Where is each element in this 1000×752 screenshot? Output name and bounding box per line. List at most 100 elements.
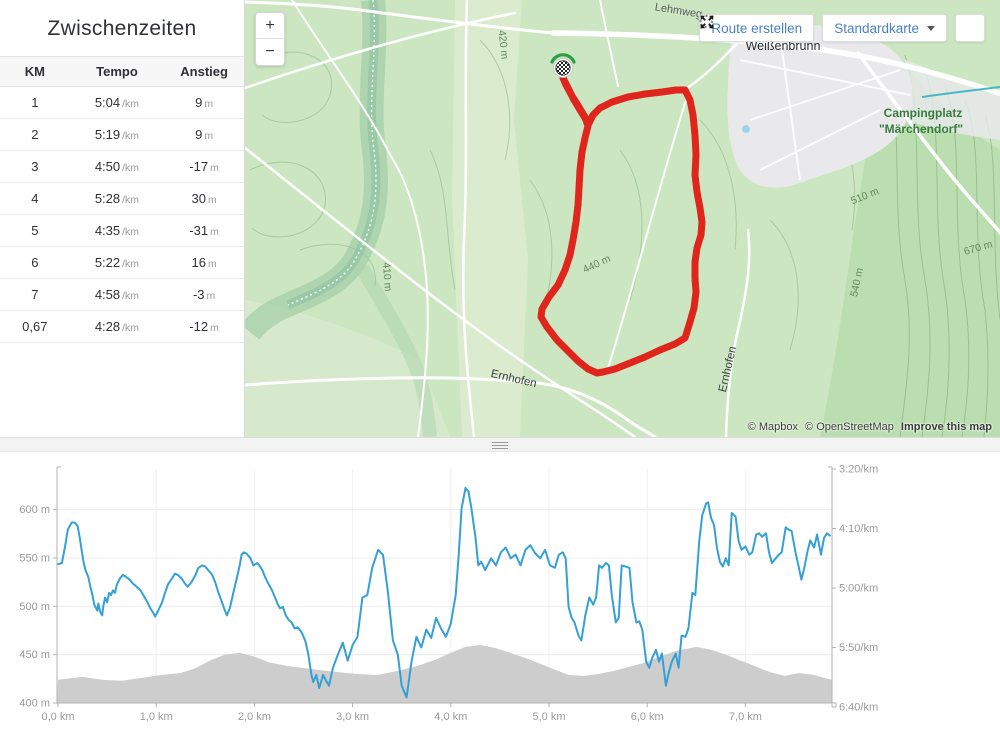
pace-tick-label: 5:50/km xyxy=(839,642,878,654)
mapbox-attribution-link[interactable]: © Mapbox xyxy=(747,421,798,433)
pace-tick-label: 3:20/km xyxy=(839,464,878,476)
split-tempo: 4:35/km xyxy=(69,214,165,247)
chart-canvas: 600 m 550 m 500 m 450 m 400 m 3:20/km 4:10/km 5… xyxy=(19,464,878,724)
elevation-tick-label: 600 m xyxy=(19,504,50,516)
elevation-tick-label: 400 m xyxy=(19,698,50,710)
anstieg-unit: m xyxy=(207,194,217,206)
map-label: 420 m xyxy=(495,30,510,61)
split-km: 2 xyxy=(0,118,70,151)
tempo-unit: /km xyxy=(122,258,140,270)
fullscreen-icon xyxy=(700,15,714,29)
split-anstieg: -17 m xyxy=(164,150,244,183)
elevation-tick-label: 550 m xyxy=(19,552,50,564)
split-tempo: 5:19/km xyxy=(69,118,165,151)
table-row[interactable]: 0,67 4:28/km -12 m xyxy=(0,310,244,343)
split-tempo: 5:22/km xyxy=(69,246,165,279)
map-label: 540 m xyxy=(848,267,866,298)
split-km: 4 xyxy=(0,182,70,215)
split-tempo: 4:50/km xyxy=(69,150,165,183)
map-layer-dropdown[interactable]: Standardkarte xyxy=(822,14,947,42)
map-terrain xyxy=(245,0,1000,437)
tempo-unit: /km xyxy=(122,290,140,302)
split-tempo: 4:28/km xyxy=(69,310,165,343)
map-label: 410 m xyxy=(380,262,394,292)
splits-table: KM Tempo Anstieg 1 5:04/km 9 m 2 5:19/km 9 m 3 4:… xyxy=(0,56,244,343)
anstieg-unit: m xyxy=(207,258,217,270)
elevation-tick-label: 450 m xyxy=(19,649,50,661)
pace-line xyxy=(57,487,831,699)
distance-tick-label: 7,0 km xyxy=(729,711,762,723)
map-zoom-control: + − xyxy=(255,12,285,66)
split-anstieg: -3 m xyxy=(164,278,244,311)
create-route-label: Route erstellen xyxy=(711,20,803,36)
elevation-tick-label: 500 m xyxy=(19,601,50,613)
distance-tick-label: 5,0 km xyxy=(532,711,565,723)
split-km: 0,67 xyxy=(0,310,70,343)
distance-tick-label: 1,0 km xyxy=(140,711,173,723)
chart-axis-labels: 600 m 550 m 500 m 450 m 400 m 3:20/km 4:10/km 5… xyxy=(19,464,878,724)
split-km: 3 xyxy=(0,150,70,183)
tempo-unit: /km xyxy=(122,194,140,206)
split-km: 5 xyxy=(0,214,70,247)
map-label: Weißenbrunn xyxy=(746,39,821,53)
distance-tick-label: 3,0 km xyxy=(336,711,369,723)
split-km: 1 xyxy=(0,86,70,119)
table-row[interactable]: 7 4:58/km -3 m xyxy=(0,278,244,311)
tempo-unit: /km xyxy=(122,226,140,238)
map-attribution: © Mapbox © OpenStreetMap Improve this ma… xyxy=(744,421,992,433)
split-km: 7 xyxy=(0,278,70,311)
tempo-unit: /km xyxy=(122,322,140,334)
create-route-button[interactable]: Route erstellen xyxy=(699,14,815,42)
table-row[interactable]: 3 4:50/km -17 m xyxy=(0,150,244,183)
split-anstieg: 30 m xyxy=(164,182,244,215)
start-finish-marker[interactable] xyxy=(550,53,576,78)
chevron-down-icon xyxy=(927,25,935,31)
split-tempo: 5:28/km xyxy=(69,182,165,215)
split-anstieg: -31 m xyxy=(164,214,244,247)
splits-panel: Zwischenzeiten KM Tempo Anstieg 1 5:04/km… xyxy=(0,0,245,437)
map-canvas: LehmwegWeißenbrunnCampingplatz"Märchendo… xyxy=(245,0,1000,437)
chart-axes xyxy=(56,466,837,707)
grip-icon xyxy=(492,442,508,449)
anstieg-unit: m xyxy=(204,130,214,142)
pace-tick-label: 5:00/km xyxy=(839,583,878,595)
table-row[interactable]: 1 5:04/km 9 m xyxy=(0,86,244,119)
distance-tick-label: 6,0 km xyxy=(631,711,664,723)
table-row[interactable]: 6 5:22/km 16 m xyxy=(0,246,244,279)
table-row[interactable]: 5 4:35/km -31 m xyxy=(0,214,244,247)
anstieg-unit: m xyxy=(204,98,214,110)
activity-route-line xyxy=(537,74,706,377)
splits-header-row: KM Tempo Anstieg xyxy=(0,56,244,87)
tempo-unit: /km xyxy=(122,98,140,110)
panel-resize-handle[interactable] xyxy=(0,437,1000,452)
column-header-km: KM xyxy=(0,56,70,87)
anstieg-unit: m xyxy=(206,290,216,302)
map-layer-label: Standardkarte xyxy=(834,20,919,36)
elevation-area xyxy=(57,645,832,703)
pace-tick-label: 6:40/km xyxy=(839,702,878,714)
zoom-in-button[interactable]: + xyxy=(256,13,284,39)
split-anstieg: 16 m xyxy=(164,246,244,279)
osm-attribution-link[interactable]: © OpenStreetMap xyxy=(805,421,894,433)
anstieg-unit: m xyxy=(210,322,219,334)
table-row[interactable]: 2 5:19/km 9 m xyxy=(0,118,244,151)
split-tempo: 5:04/km xyxy=(69,86,165,119)
map-label: "Märchendorf" xyxy=(879,122,963,136)
anstieg-unit: m xyxy=(210,226,219,238)
distance-tick-label: 2,0 km xyxy=(238,711,271,723)
map-container[interactable]: Lehmweg Weißenbrunn Campingplatz "Märchendo… xyxy=(245,0,1000,437)
split-km: 6 xyxy=(0,246,70,279)
column-header-tempo: Tempo xyxy=(69,56,165,87)
map-label: Campingplatz xyxy=(884,106,963,120)
splits-title: Zwischenzeiten xyxy=(47,17,197,40)
zoom-out-button[interactable]: − xyxy=(256,39,284,65)
split-anstieg: -12 m xyxy=(164,310,244,343)
column-header-anstieg: Anstieg xyxy=(164,56,244,87)
improve-map-link[interactable]: Improve this map xyxy=(900,421,992,433)
fullscreen-button[interactable] xyxy=(700,14,985,42)
map-toolbar: Route erstellen Standardkarte xyxy=(699,14,985,42)
table-row[interactable]: 4 5:28/km 30 m xyxy=(0,182,244,215)
